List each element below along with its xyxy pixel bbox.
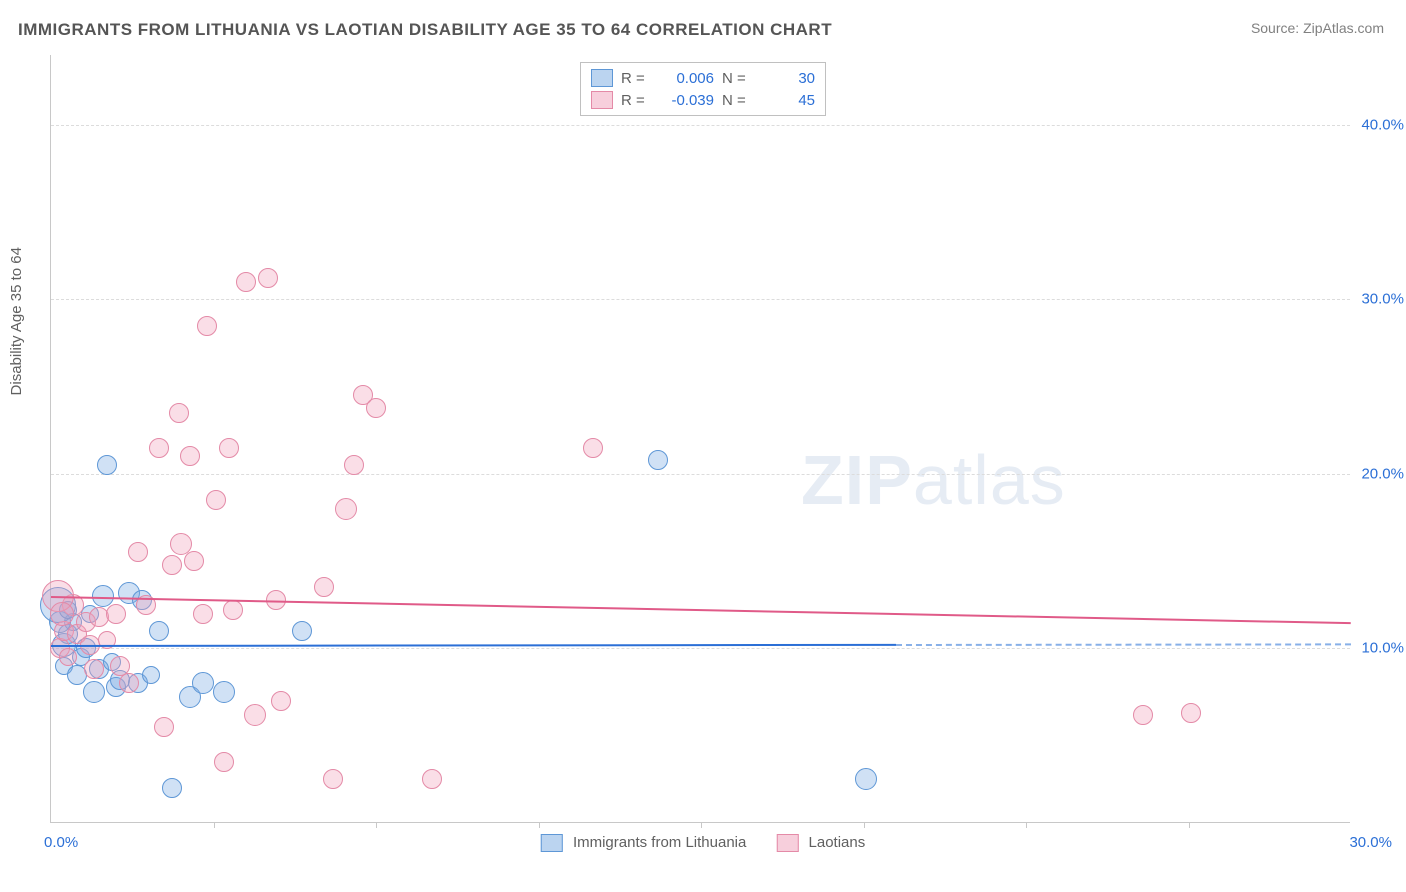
y-tick-label: 40.0% — [1354, 116, 1404, 133]
data-point — [162, 778, 182, 798]
data-point — [193, 604, 213, 624]
data-point — [213, 681, 235, 703]
x-tick — [701, 822, 702, 828]
data-point — [149, 621, 169, 641]
source-label: Source: — [1251, 20, 1299, 36]
legend-item-2: Laotians — [776, 834, 865, 852]
data-point — [344, 455, 364, 475]
x-axis-min-label: 0.0% — [44, 834, 78, 851]
data-point — [142, 666, 160, 684]
data-point — [244, 704, 266, 726]
legend-r-label: R = — [621, 92, 651, 109]
data-point — [162, 555, 182, 575]
data-point — [197, 316, 217, 336]
y-tick-label: 20.0% — [1354, 465, 1404, 482]
data-point — [648, 450, 668, 470]
data-point — [83, 681, 105, 703]
legend-n-label: N = — [722, 70, 752, 87]
trendline-blue-dashed — [896, 643, 1351, 646]
data-point — [180, 446, 200, 466]
data-point — [314, 577, 334, 597]
data-point — [84, 659, 104, 679]
data-point — [366, 398, 386, 418]
y-axis-label: Disability Age 35 to 64 — [8, 247, 25, 395]
data-point — [119, 673, 139, 693]
gridline-h — [51, 648, 1350, 649]
trendline-pink — [51, 596, 1351, 624]
legend-r-value-1: 0.006 — [659, 70, 714, 87]
source-attribution: Source: ZipAtlas.com — [1251, 20, 1384, 36]
data-point — [323, 769, 343, 789]
legend-swatch-blue — [541, 834, 563, 852]
x-tick — [539, 822, 540, 828]
data-point — [154, 717, 174, 737]
legend-n-value-1: 30 — [760, 70, 815, 87]
legend-stats-row-1: R = 0.006 N = 30 — [591, 67, 815, 89]
chart-plot-area: ZIPatlas 10.0%20.0%30.0%40.0% — [50, 55, 1350, 823]
data-point — [236, 272, 256, 292]
legend-item-1: Immigrants from Lithuania — [541, 834, 747, 852]
x-tick — [1026, 822, 1027, 828]
data-point — [192, 672, 214, 694]
chart-title: IMMIGRANTS FROM LITHUANIA VS LAOTIAN DIS… — [18, 20, 832, 40]
data-point — [50, 602, 74, 626]
data-point — [223, 600, 243, 620]
data-point — [422, 769, 442, 789]
watermark-text: ZIPatlas — [801, 440, 1066, 520]
data-point — [258, 268, 278, 288]
gridline-h — [51, 125, 1350, 126]
legend-r-label: R = — [621, 70, 651, 87]
x-tick — [1189, 822, 1190, 828]
x-tick — [376, 822, 377, 828]
x-tick — [864, 822, 865, 828]
data-point — [292, 621, 312, 641]
data-point — [219, 438, 239, 458]
legend-swatch-blue — [591, 69, 613, 87]
gridline-h — [51, 299, 1350, 300]
data-point — [335, 498, 357, 520]
data-point — [106, 604, 126, 624]
y-tick-label: 10.0% — [1354, 640, 1404, 657]
source-link[interactable]: ZipAtlas.com — [1303, 20, 1384, 36]
data-point — [169, 403, 189, 423]
legend-label-2: Laotians — [809, 834, 866, 851]
legend-r-value-2: -0.039 — [659, 92, 714, 109]
data-point — [214, 752, 234, 772]
data-point — [59, 648, 77, 666]
trendline-blue-solid — [51, 644, 896, 647]
data-point — [855, 768, 877, 790]
data-point — [583, 438, 603, 458]
data-point — [184, 551, 204, 571]
y-tick-label: 30.0% — [1354, 291, 1404, 308]
legend-swatch-pink — [776, 834, 798, 852]
data-point — [1133, 705, 1153, 725]
legend-stats-box: R = 0.006 N = 30 R = -0.039 N = 45 — [580, 62, 826, 116]
legend-n-value-2: 45 — [760, 92, 815, 109]
data-point — [128, 542, 148, 562]
data-point — [1181, 703, 1201, 723]
data-point — [97, 455, 117, 475]
legend-swatch-pink — [591, 91, 613, 109]
legend-label-1: Immigrants from Lithuania — [573, 834, 746, 851]
data-point — [271, 691, 291, 711]
x-axis-max-label: 30.0% — [1349, 834, 1392, 851]
data-point — [149, 438, 169, 458]
legend-series-box: Immigrants from Lithuania Laotians — [541, 834, 865, 852]
legend-n-label: N = — [722, 92, 752, 109]
legend-stats-row-2: R = -0.039 N = 45 — [591, 89, 815, 111]
gridline-h — [51, 474, 1350, 475]
x-tick — [214, 822, 215, 828]
data-point — [206, 490, 226, 510]
